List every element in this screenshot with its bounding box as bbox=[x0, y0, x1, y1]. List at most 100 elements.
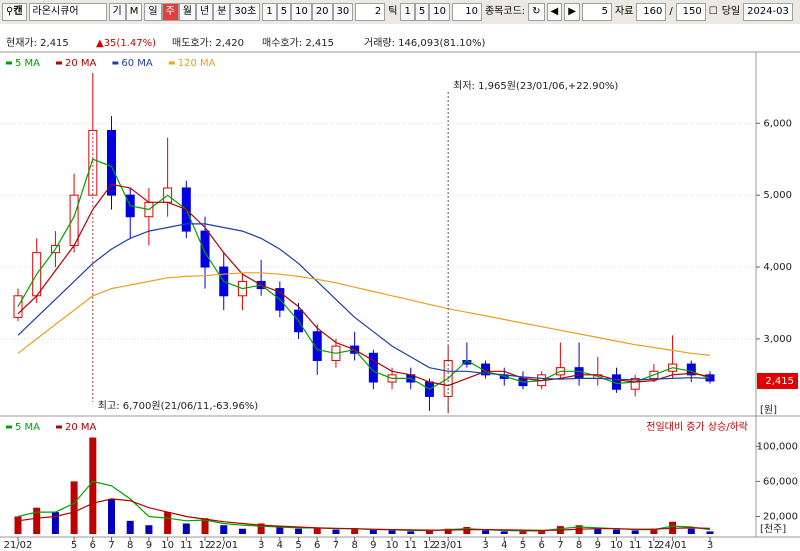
code-button-label: 캔 bbox=[13, 6, 23, 17]
candle-body bbox=[107, 129, 117, 196]
volume-bar bbox=[257, 523, 265, 534]
x-tick-label: 6 bbox=[314, 540, 320, 551]
candle-body bbox=[686, 363, 696, 376]
minute-button[interactable]: 30 bbox=[332, 3, 354, 21]
legend-label: 5 MA bbox=[15, 58, 40, 69]
volume-bar bbox=[612, 529, 620, 534]
data-count[interactable]: 160 bbox=[636, 3, 667, 21]
unit-label: [원] bbox=[760, 404, 777, 416]
tick-button[interactable]: 10 bbox=[429, 3, 450, 21]
legend-label: 5 MA bbox=[15, 422, 40, 433]
volume-bar bbox=[351, 528, 359, 534]
today-label: 당일 bbox=[721, 6, 741, 17]
x-tick-label: 9 bbox=[146, 540, 152, 551]
stock-menu-button[interactable]: M bbox=[125, 3, 143, 21]
minute-button[interactable]: 20 bbox=[311, 3, 333, 21]
x-tick-label: 3 bbox=[258, 540, 264, 551]
volume-bar bbox=[201, 518, 209, 534]
period-button[interactable]: 일 bbox=[144, 3, 162, 21]
tick-label: 틱 bbox=[388, 6, 398, 17]
volume-bar bbox=[51, 512, 59, 534]
prev-button[interactable]: ◀ bbox=[546, 3, 563, 21]
volume-bar bbox=[164, 512, 172, 534]
today-checkbox[interactable]: ☐ bbox=[708, 6, 718, 17]
x-tick-label: 12 bbox=[199, 540, 212, 551]
minute-button[interactable]: 1 bbox=[262, 3, 277, 21]
x-tick-label: 11 bbox=[629, 540, 642, 551]
code-button[interactable]: ⚲캔 bbox=[2, 3, 27, 21]
background bbox=[0, 24, 800, 551]
x-tick-label: 23/01 bbox=[434, 540, 463, 551]
volume-bar bbox=[108, 498, 116, 534]
date-input[interactable]: 2024-03 bbox=[743, 3, 793, 21]
ma-line bbox=[17, 158, 711, 390]
x-tick-label: 11 bbox=[180, 540, 193, 551]
candle-body bbox=[368, 352, 378, 383]
volume-bar bbox=[295, 528, 303, 534]
volume-bar bbox=[126, 520, 134, 534]
volume-bar bbox=[650, 528, 658, 534]
x-tick-label: 3 bbox=[482, 540, 488, 551]
period-button[interactable]: 분 bbox=[213, 3, 231, 21]
period-button[interactable]: 년 bbox=[195, 3, 214, 21]
ticks: 1 5 10 bbox=[400, 3, 450, 21]
stock-menu-button[interactable]: 기 bbox=[108, 3, 126, 21]
stock-name[interactable]: 라온시큐어 bbox=[28, 3, 107, 21]
code-label: 종목코드: bbox=[484, 6, 526, 17]
x-tick-label: 4 bbox=[277, 540, 283, 551]
tick-button[interactable]: 5 bbox=[414, 3, 430, 21]
y-tick-label: 5,000 bbox=[763, 190, 792, 201]
annotation: 최저: 1,965원(23/01/06,+22.90%) bbox=[453, 80, 618, 92]
candle-body bbox=[200, 230, 210, 268]
legend-label: 20 MA bbox=[65, 422, 97, 433]
ma-line bbox=[17, 223, 711, 381]
period-button[interactable]: 30초 bbox=[230, 3, 261, 21]
volume-bar bbox=[14, 516, 22, 534]
ma-line bbox=[17, 183, 711, 387]
volume-bar bbox=[313, 527, 321, 534]
volume-bar bbox=[463, 526, 471, 534]
minute-input[interactable]: 2 bbox=[355, 3, 386, 21]
period-button[interactable]: 주 bbox=[161, 3, 179, 21]
count-input[interactable]: 5 bbox=[581, 3, 612, 21]
x-tick-label: 10 bbox=[610, 540, 623, 551]
volume-bar bbox=[482, 530, 490, 534]
volume-bar bbox=[70, 481, 78, 534]
volume-bar bbox=[500, 531, 508, 534]
minutes: 1 5 10 20 30 bbox=[262, 3, 354, 21]
x-tick-label: 24/01 bbox=[658, 540, 687, 551]
refresh-button[interactable]: ↻ bbox=[528, 3, 545, 21]
volume-bar bbox=[33, 507, 41, 534]
data-total[interactable]: 150 bbox=[675, 3, 706, 21]
volume-bar bbox=[687, 528, 695, 534]
volume-bar bbox=[538, 530, 546, 534]
annotation: 최고: 6,700원(21/06/11,-63.96%) bbox=[98, 400, 259, 412]
volume-bar bbox=[706, 531, 714, 534]
ma-line bbox=[17, 272, 711, 356]
x-tick-label: 21/02 bbox=[4, 540, 33, 551]
x-tick-label: 5 bbox=[71, 540, 77, 551]
x-tick-label: 7 bbox=[108, 540, 114, 551]
volume-bar bbox=[89, 437, 97, 534]
x-tick-label: 8 bbox=[127, 540, 133, 551]
minute-button[interactable]: 10 bbox=[291, 3, 312, 21]
x-tick-label: 5 bbox=[520, 540, 526, 551]
volume-bar bbox=[631, 530, 639, 534]
legend-label: 120 MA bbox=[178, 58, 216, 69]
tick-button[interactable]: 1 bbox=[400, 3, 415, 21]
x-tick-label: 12 bbox=[423, 540, 436, 551]
next-button[interactable]: ▶ bbox=[564, 3, 580, 21]
quote-price: 현재가: 2,415 bbox=[6, 37, 69, 49]
period-button[interactable]: 월 bbox=[178, 3, 196, 21]
y-tick-label: 4,000 bbox=[763, 262, 792, 273]
tick-input[interactable]: 10 bbox=[451, 3, 482, 21]
candle-body bbox=[312, 331, 322, 361]
volume-bar bbox=[145, 525, 153, 534]
slash: / bbox=[669, 6, 673, 17]
x-tick-label: 4 bbox=[501, 540, 507, 551]
minute-button[interactable]: 5 bbox=[276, 3, 292, 21]
